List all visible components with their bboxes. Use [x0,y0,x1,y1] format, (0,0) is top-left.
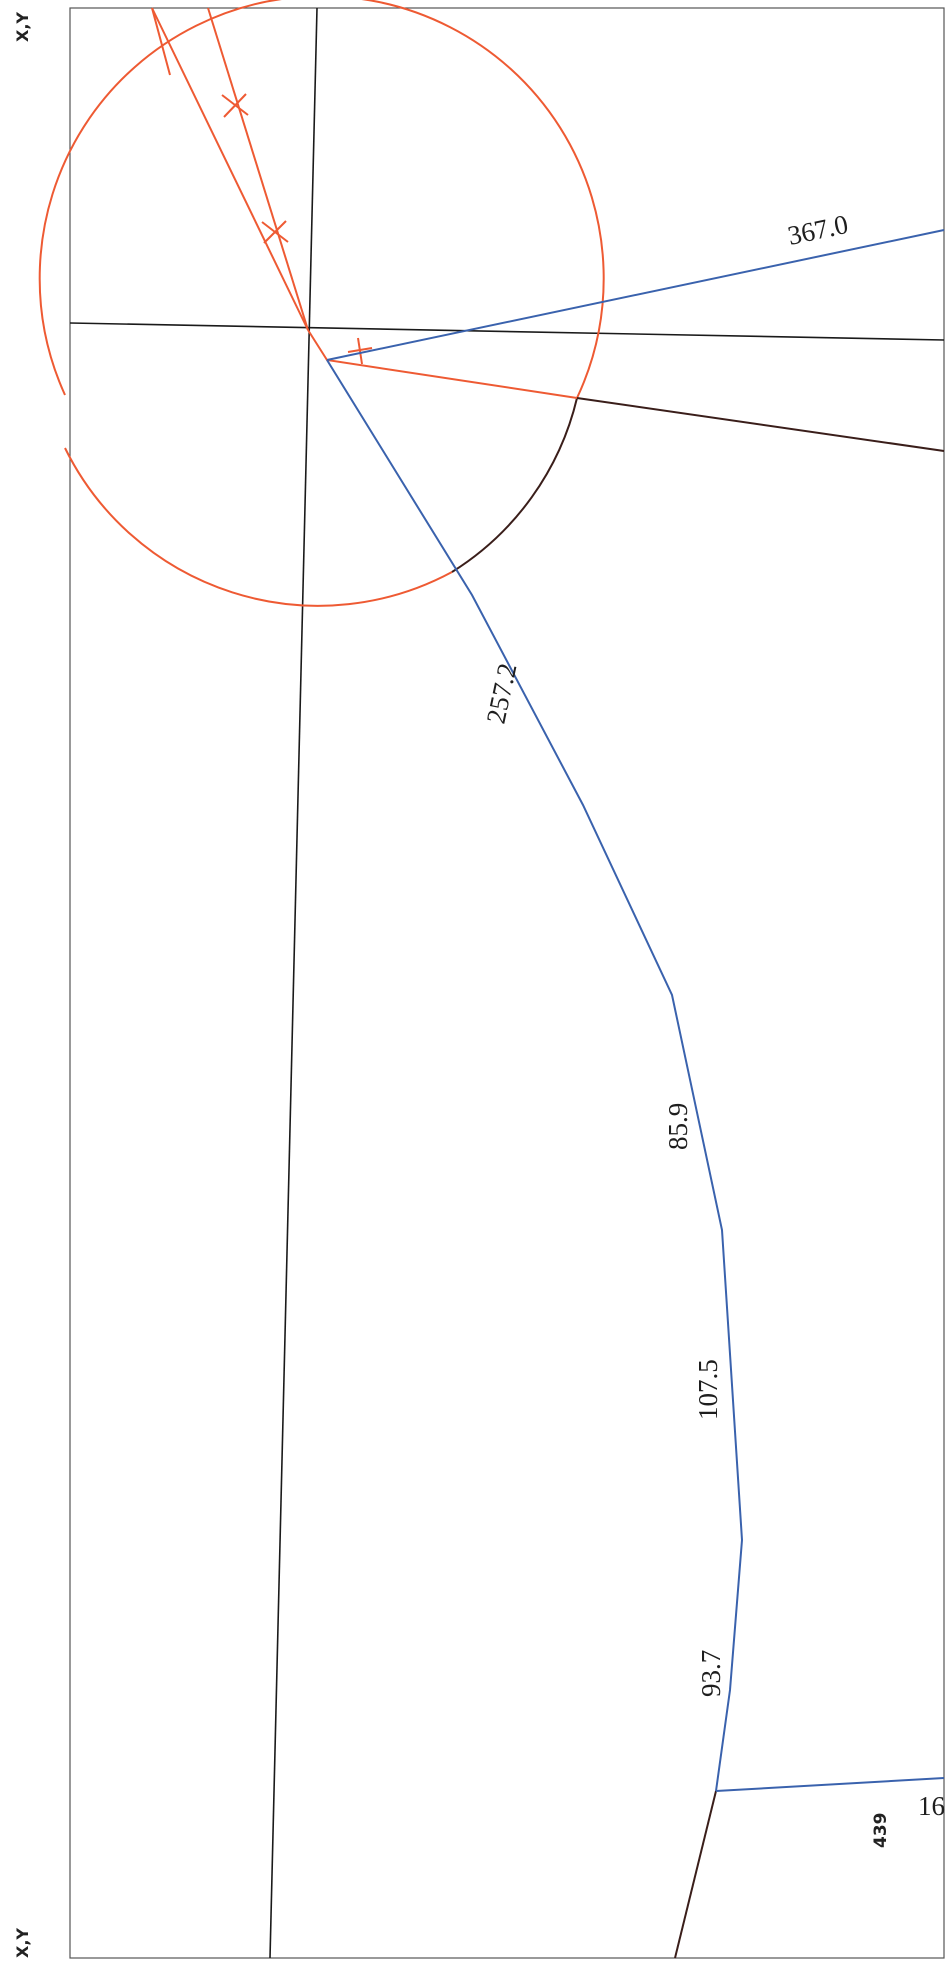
red-guide-line-3 [151,7,171,76]
dark-bottom-line [674,1790,717,1959]
dim-257: 257.2 [481,661,523,727]
red-guide-line-1 [151,7,309,331]
dim-93: 93.7 [696,1650,726,1697]
dim-367: 367.0 [785,209,851,251]
blue-curve [326,359,744,1792]
horizontal-reference-line [69,322,945,341]
dim-107: 107.5 [693,1359,723,1420]
circle-arc-red [38,0,605,607]
blue-bottom-line [715,1777,945,1792]
dark-extension-line [576,397,945,452]
page-frame [69,7,945,1959]
dim-85: 85.9 [663,1103,693,1150]
corner-label-top: X,Y [13,12,32,42]
corner-label-bottom: X,Y [13,1928,32,1958]
tick-mark [347,337,373,365]
cross-mark-upper [221,93,249,118]
red-guide-line-2 [207,7,309,331]
page-number: 439 [871,1813,891,1849]
red-dart-line [307,329,578,399]
circle-arc-dark [451,397,578,573]
dim-16: 16 [918,1791,945,1821]
cross-mark-lower [261,220,289,244]
blue-top-line [326,229,945,361]
